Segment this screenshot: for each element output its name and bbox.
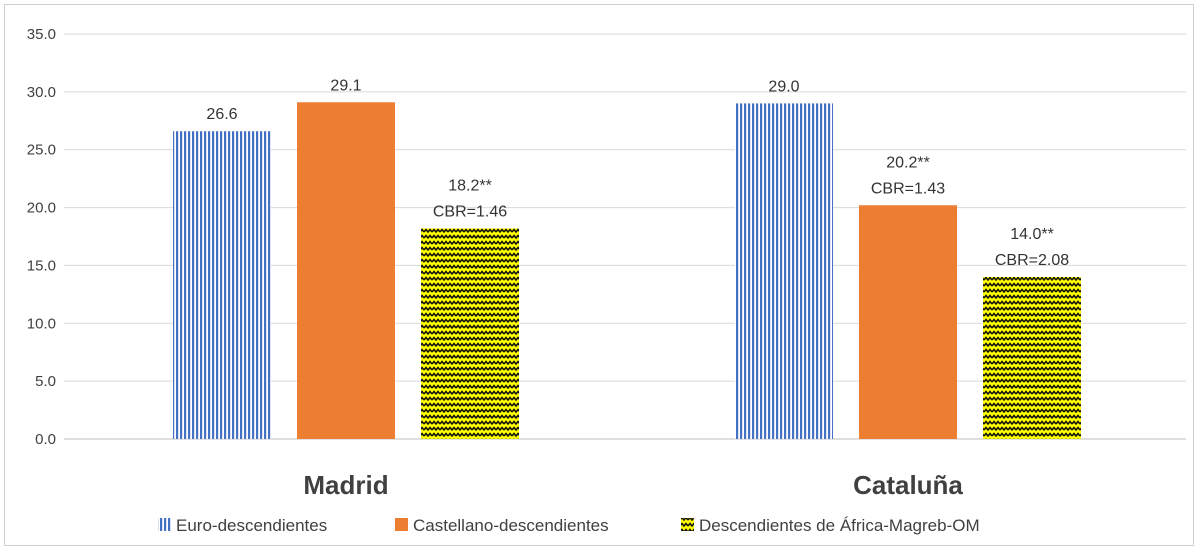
legend: Euro-descendientes Castellano-descendient… bbox=[158, 516, 980, 535]
data-label: 18.2** bbox=[448, 177, 492, 194]
y-tick-label: 20.0 bbox=[27, 200, 56, 217]
data-label: CBR=2.08 bbox=[995, 252, 1069, 269]
data-label: CBR=1.46 bbox=[433, 203, 507, 220]
category-labels: Madrid Cataluña bbox=[303, 470, 963, 500]
y-tick-label: 30.0 bbox=[27, 84, 56, 101]
data-label: 26.6 bbox=[206, 106, 237, 123]
y-tick-label: 0.0 bbox=[35, 431, 56, 448]
y-tick-label: 25.0 bbox=[27, 142, 56, 159]
data-label: 29.1 bbox=[330, 77, 361, 94]
y-tick-label: 5.0 bbox=[35, 373, 56, 390]
data-label: 14.0** bbox=[1010, 226, 1054, 243]
y-axis: 0.0 5.0 10.0 15.0 20.0 25.0 30.0 35.0 bbox=[27, 26, 56, 448]
bar-castellano-descendientes-madrid bbox=[297, 102, 395, 440]
data-label: 20.2** bbox=[886, 154, 930, 171]
bar-euro-descendientes-catalu-a bbox=[735, 103, 833, 439]
data-label: 29.0 bbox=[768, 78, 799, 95]
bars bbox=[173, 102, 1081, 440]
legend-label: Castellano-descendientes bbox=[413, 516, 609, 535]
legend-swatch bbox=[395, 518, 408, 531]
legend-label: Euro-descendientes bbox=[176, 516, 327, 535]
bar-descendientes-de-frica-magreb-om-catalu-a bbox=[983, 277, 1081, 439]
category-label: Cataluña bbox=[853, 470, 963, 500]
data-label: CBR=1.43 bbox=[871, 180, 945, 197]
legend-swatch bbox=[681, 518, 694, 531]
bar-castellano-descendientes-catalu-a bbox=[859, 205, 957, 439]
data-labels: 26.6 29.1 18.2** CBR=1.46 29.0 20.2** CBR=1.43… bbox=[206, 77, 1069, 269]
y-tick-label: 10.0 bbox=[27, 315, 56, 332]
category-label: Madrid bbox=[303, 470, 388, 500]
y-tick-label: 35.0 bbox=[27, 26, 56, 43]
legend-label: Descendientes de África-Magreb-OM bbox=[699, 516, 980, 535]
legend-swatch bbox=[158, 518, 171, 531]
y-tick-label: 15.0 bbox=[27, 257, 56, 274]
bar-descendientes-de-frica-magreb-om-madrid bbox=[421, 228, 519, 439]
bar-euro-descendientes-madrid bbox=[173, 131, 271, 439]
